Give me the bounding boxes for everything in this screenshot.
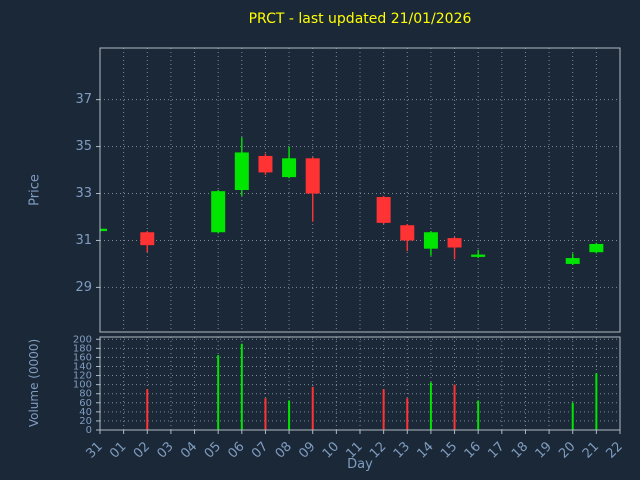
day-tick-label: 16 [462,439,484,461]
candle-body-16 [471,254,486,257]
volume-tick-label: 160 [73,352,92,363]
day-tick-label: 11 [344,439,366,461]
day-tick-label: 31 [84,439,106,461]
volume-tick-label: 200 [73,334,92,345]
candle-body-07 [258,155,273,173]
volume-bars [146,343,598,430]
candle-body-20 [565,258,580,264]
day-tick-label: 10 [320,439,342,461]
chart-title: PRCT - last updated 21/01/2026 [248,11,472,27]
price-tick-label: 35 [75,139,92,154]
day-tick-label: 09 [296,439,318,461]
day-tick-label: 14 [414,439,436,461]
candle-body-15 [447,238,462,248]
candle-body-13 [400,225,415,241]
day-tick-label: 03 [154,439,176,461]
day-tick-label: 20 [556,439,578,461]
price-tick-label: 37 [75,92,92,107]
grid [99,48,621,431]
x-axis-label: Day [347,457,373,472]
volume-tick-label: 0 [86,425,92,436]
candle-body-09 [305,158,320,194]
candle-body-06 [234,152,249,190]
volume-tick-label: 20 [79,416,92,427]
candle-body-02 [140,232,155,246]
day-tick-label: 04 [178,439,200,461]
candle-body-21 [589,243,604,253]
volume-panel-frame [99,336,621,431]
candle-body-12 [376,197,391,223]
day-tick-label: 02 [131,439,153,461]
day-tick-label: 18 [509,439,531,461]
day-tick-label: 21 [580,439,602,461]
volume-tick-label: 80 [79,389,92,400]
candle-body-14 [423,232,438,249]
volume-tick-label: 180 [73,343,92,354]
price-tick-label: 33 [75,186,92,201]
candle-body-05 [211,191,226,233]
volume-tick-label: 60 [79,398,92,409]
volume-tick-label: 140 [73,361,92,372]
price-tick-label: 29 [75,280,92,295]
day-tick-label: 13 [391,439,413,461]
day-tick-label: 01 [107,439,129,461]
volume-tick-label: 40 [79,407,92,418]
day-tick-label: 22 [604,439,626,461]
candle-body-31 [100,228,107,232]
candle-body-08 [282,158,297,178]
day-tick-label: 06 [225,439,247,461]
day-tick-label: 05 [202,439,224,461]
price-panel-frame [99,47,621,333]
candles [100,137,604,266]
day-tick-label: 15 [438,439,460,461]
day-tick-label: 12 [367,439,389,461]
price-tick-label: 31 [75,233,92,248]
day-tick-label: 17 [485,439,507,461]
day-tick-label: 07 [249,439,271,461]
volume-tick-label: 100 [73,380,92,391]
day-tick-label: 08 [273,439,295,461]
volume-tick-label: 120 [73,371,92,382]
day-tick-label: 19 [533,439,555,461]
